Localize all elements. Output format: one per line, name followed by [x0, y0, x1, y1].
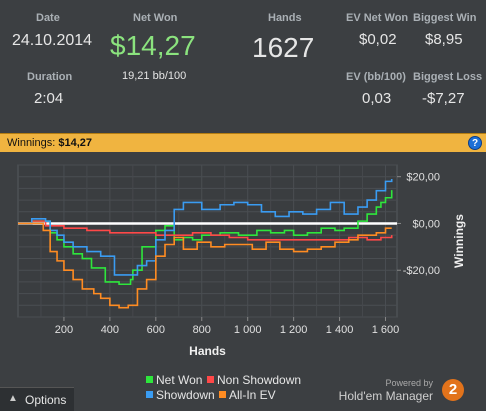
help-icon[interactable]: ?: [468, 136, 482, 150]
net-won-label: Net Won: [133, 12, 178, 24]
ev-bb-value: 0,03: [362, 90, 392, 107]
legend-label-showdown: Showdown: [156, 388, 215, 402]
options-button[interactable]: ▲ Options: [0, 387, 74, 411]
legend-label-all-in-ev: All-In EV: [229, 388, 276, 402]
legend-label-non-showdown: Non Showdown: [217, 373, 302, 387]
legend-label-net-won: Net Won: [156, 373, 203, 387]
holdem-manager-logo-icon: 2: [442, 379, 464, 401]
caret-up-icon: ▲: [8, 393, 18, 404]
legend-showdown: Showdown: [146, 388, 215, 402]
x-tick-label: 200: [55, 324, 73, 336]
biggest-win-label: Biggest Win: [413, 12, 477, 24]
legend-swatch-all-in-ev: [219, 391, 226, 398]
biggest-loss-label: Biggest Loss: [413, 71, 483, 83]
winnings-chart: 200 400 600 800 1 000 1 200 1 400 1 600 $20,00 $0…: [0, 152, 486, 375]
duration-label: Duration: [27, 71, 73, 83]
x-axis-label: Hands: [189, 344, 226, 358]
brand: Powered by Hold'em Manager 2: [336, 376, 476, 406]
ev-bb-label: EV (bb/100): [346, 71, 406, 83]
y-tick-label: $20,00: [406, 172, 440, 184]
legend-all-in-ev: All-In EV: [219, 388, 276, 402]
x-tick-label: 600: [147, 324, 165, 336]
x-tick-label: 800: [193, 324, 211, 336]
legend-swatch-non-showdown: [207, 376, 214, 383]
hands-value: 1627: [252, 32, 315, 63]
legend-swatch-showdown: [146, 391, 153, 398]
winnings-value: $14,27: [58, 137, 93, 149]
date-label: Date: [36, 12, 60, 24]
series-line-net-won: [18, 190, 393, 286]
session-summary: Date 24.10.2014 Duration 2:04 Net Won $1…: [0, 0, 486, 133]
winnings-bar-text: Winnings: $14,27: [7, 137, 92, 149]
y-tick-label: $0,00: [412, 218, 440, 230]
winnings-bar: Winnings: $14,27 ?: [0, 133, 486, 152]
options-label: Options: [25, 393, 67, 407]
x-tick-label: 1 400: [326, 324, 354, 336]
series-line-all-in-ev: [18, 222, 392, 309]
winnings-chart-svg: 200 400 600 800 1 000 1 200 1 400 1 600 $20,00 $0…: [17, 164, 466, 358]
legend-non-showdown: Non Showdown: [207, 373, 301, 387]
x-tick-label: 1 200: [280, 324, 308, 336]
series-line-showdown: [18, 179, 393, 276]
y-tick-label: -$20,00: [403, 265, 440, 277]
y-axis-label: Winnings: [452, 214, 466, 268]
ev-net-won-value: $0,02: [359, 31, 397, 48]
biggest-win-value: $8,95: [425, 31, 463, 48]
x-tick-label: 1 000: [234, 324, 262, 336]
hands-label: Hands: [268, 12, 302, 24]
biggest-loss-value: -$7,27: [422, 90, 465, 107]
legend-swatch-net-won: [146, 376, 153, 383]
winnings-label: Winnings:: [7, 137, 56, 149]
net-won-bb-value: 19,21 bb/100: [122, 70, 187, 82]
series-line-non-showdown: [18, 220, 393, 241]
ev-net-won-label: EV Net Won: [346, 12, 409, 24]
x-tick-label: 1 600: [372, 324, 400, 336]
brand-name: Hold'em Manager: [338, 389, 433, 403]
legend-net-won: Net Won: [146, 373, 202, 387]
net-won-value: $14,27: [110, 30, 196, 61]
date-value: 24.10.2014: [12, 32, 93, 49]
plot-area: [17, 164, 398, 318]
powered-by-text: Powered by: [385, 378, 433, 388]
duration-value: 2:04: [34, 90, 64, 107]
x-tick-label: 400: [101, 324, 119, 336]
